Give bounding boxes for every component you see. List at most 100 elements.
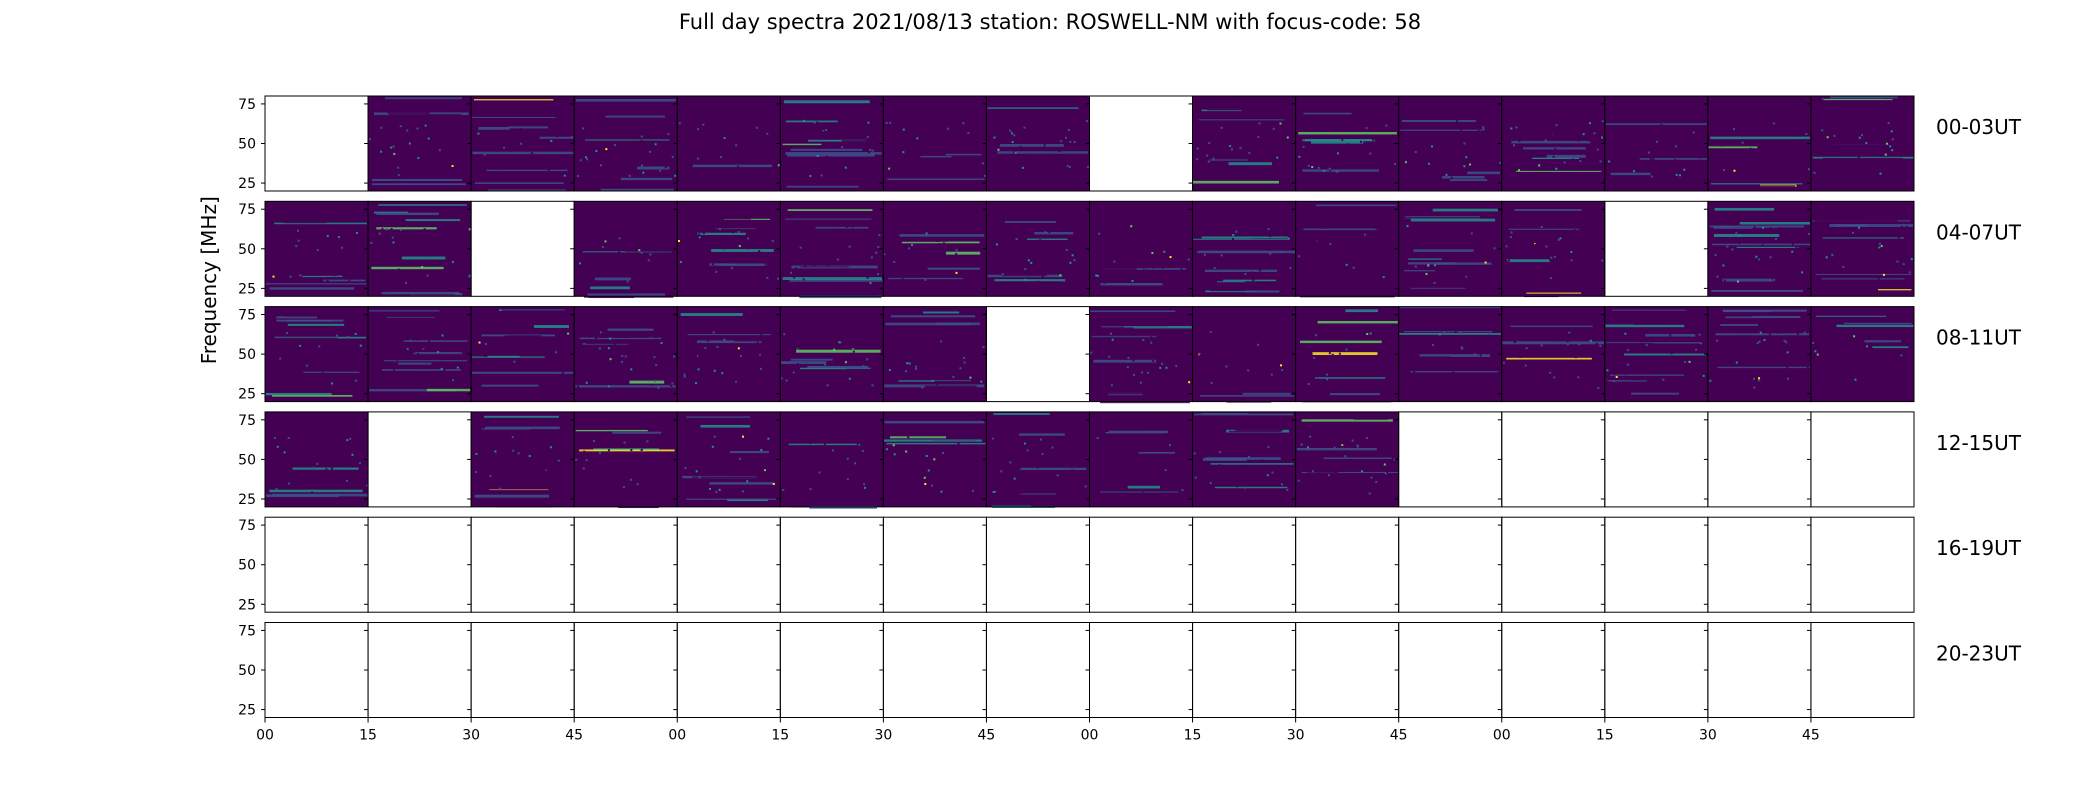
spectrum-panel-frame (1501, 516, 1606, 613)
spectrum-speckle (380, 126, 383, 129)
spectrum-speckle (921, 386, 924, 389)
spectrum-speckle (392, 241, 395, 244)
spectrum-speckle (871, 149, 874, 152)
spectrum-band (707, 151, 775, 155)
spectrum-band (579, 279, 664, 282)
spectrum-speckle (1621, 357, 1624, 360)
spectrum-speckle (586, 158, 589, 161)
spectrum-speckle (1218, 147, 1221, 150)
spectrum-speckle (723, 137, 726, 140)
spectrum-speckle (1360, 140, 1363, 143)
spectrum-speckle (1320, 348, 1323, 351)
spectrum-speckle (1036, 457, 1039, 460)
spectrum-speckle (853, 239, 856, 242)
spectrum-speckle (684, 467, 687, 470)
spectrum-speckle (1230, 148, 1233, 151)
spectrum-speckle (1220, 126, 1223, 129)
spectrum-band (585, 139, 670, 141)
y-tick-label: 75 (238, 97, 256, 113)
spectrum-speckle (1473, 353, 1476, 356)
y-tick-label: 50 (238, 452, 256, 468)
spectrum-speckle (653, 441, 656, 444)
spectrum-speckle (847, 124, 850, 127)
spectrum-band (1235, 429, 1283, 432)
spectrum-band (1709, 225, 1805, 228)
spectrum-speckle (1516, 355, 1519, 358)
spectrum-band (1027, 215, 1063, 218)
spectrum-band (265, 392, 332, 396)
spectrum-band (496, 146, 564, 149)
spectrum-speckle (580, 135, 583, 138)
spectrum-speckle (504, 335, 507, 338)
spectrum-speckle (1749, 147, 1752, 150)
spectrum-band (886, 135, 986, 138)
spectrum-band (1323, 457, 1392, 460)
spectrum-band (1511, 140, 1591, 144)
spectrum-speckle (872, 165, 875, 168)
spectrum-speckle (577, 385, 580, 388)
spectrum-speckle (1753, 239, 1756, 242)
spectrum-speckle (901, 146, 904, 149)
y-tick-label: 50 (238, 242, 256, 258)
spectrum-band (1722, 309, 1807, 312)
spectrum-speckle (902, 490, 905, 493)
x-tick-label: 45 (1390, 728, 1408, 744)
spectrum-speckle (615, 363, 618, 366)
spectrum-speckle (941, 365, 944, 368)
spectrum-speckle (581, 491, 584, 494)
spectrum-band (1468, 317, 1501, 319)
spectrum-speckle (1328, 352, 1331, 355)
spectrum-speckle (536, 147, 539, 150)
spectrum-speckle (1135, 251, 1138, 254)
spectrum-band (1197, 250, 1296, 254)
spectrum-speckle (1111, 338, 1114, 341)
spectrum-speckle (388, 331, 391, 334)
spectrum-speckle (1362, 441, 1365, 444)
spectrum-band (596, 131, 661, 134)
spectrum-speckle (406, 133, 409, 136)
x-tick-label: 15 (359, 728, 377, 744)
spectrum-speckle (331, 262, 334, 265)
spectrum-speckle (613, 343, 616, 346)
spectrum-speckle (575, 458, 578, 461)
spectrum-band (1517, 99, 1601, 102)
spectrum-speckle (1662, 378, 1665, 381)
spectrum-speckle (1866, 345, 1869, 348)
spectrum-band (1019, 433, 1065, 436)
spectrum-speckle (1341, 444, 1344, 447)
spectrum-band (1720, 324, 1759, 326)
spectrum-speckle (973, 167, 976, 170)
spectrum-band (1094, 265, 1188, 267)
spectrum-speckle (1504, 279, 1507, 282)
spectrum-speckle (1541, 127, 1544, 130)
spectrum-speckle (349, 437, 352, 440)
spectrum-speckle (736, 141, 739, 144)
spectrum-speckle (1646, 149, 1649, 152)
spectrum-band (1448, 258, 1485, 262)
spectrum-speckle (1149, 471, 1152, 474)
spectrum-speckle (1071, 162, 1074, 165)
spectrum-band (894, 265, 973, 267)
spectrum-speckle (659, 169, 662, 172)
spectrum-speckle (698, 233, 701, 236)
spectrum-band (597, 276, 674, 279)
spectrum-band (296, 355, 332, 359)
spectrum-panel-frame (1192, 622, 1297, 718)
spectrum-speckle (1509, 236, 1512, 239)
spectrum-band (1605, 160, 1705, 163)
y-axis-label: Frequency [MHz] (197, 196, 221, 364)
spectrum-speckle (1796, 333, 1799, 336)
spectrum-speckle (582, 127, 585, 130)
spectrum-speckle (1009, 129, 1012, 132)
spectrum-speckle (609, 337, 612, 340)
spectrum-speckle (1321, 263, 1324, 266)
spectrum-speckle (1564, 266, 1567, 269)
spectrum-band (292, 433, 348, 435)
spectrum-panel-frame (264, 95, 369, 192)
spectrum-speckle (558, 443, 561, 446)
spectrum-speckle (1438, 367, 1441, 370)
spectrum-speckle (480, 130, 483, 133)
spectrum-speckle (1277, 227, 1280, 230)
spectrum-speckle (1226, 263, 1229, 266)
spectrum-speckle (582, 467, 585, 470)
